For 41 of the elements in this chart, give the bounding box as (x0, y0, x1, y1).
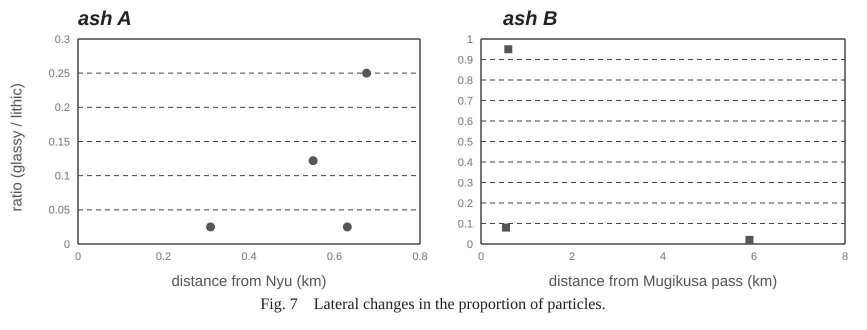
y-tick-label: 1 (466, 34, 473, 46)
y-tick-label: 0.25 (48, 68, 70, 80)
y-tick-label: 0.7 (458, 95, 473, 108)
y-axis-title: ratio (glassy / lithic) (8, 83, 26, 212)
x-tick-label: 0.2 (156, 250, 172, 263)
point (342, 222, 352, 232)
x-tick-label: 4 (660, 250, 666, 263)
point (362, 68, 372, 78)
y-tick-label: 0.3 (458, 177, 473, 190)
y-tick-label: 0 (466, 238, 473, 251)
point (308, 156, 318, 166)
chart-title: ash A (78, 8, 133, 30)
x-tick-label: 0.8 (412, 250, 428, 263)
y-tick-label: 0.15 (48, 136, 70, 148)
x-tick-label: 0.4 (241, 250, 257, 263)
x-tick-label: 0 (74, 250, 82, 263)
y-tick-label: 0.8 (458, 74, 473, 87)
y-tick-label: 0.3 (54, 34, 70, 46)
y-tick-label: 0.1 (458, 218, 473, 230)
x-tick-label: 0.6 (326, 250, 342, 263)
point (504, 45, 512, 54)
chart-title: ash B (503, 8, 558, 30)
y-tick-label: 0.1 (54, 170, 70, 183)
x-axis-title: distance from Nyu (km) (171, 273, 327, 290)
point (745, 236, 754, 244)
x-tick-label: 6 (750, 250, 758, 263)
y-tick-label: 0 (64, 238, 70, 251)
y-tick-label: 0.9 (458, 54, 473, 66)
y-tick-label: 0.2 (458, 198, 473, 210)
y-tick-label: 0.2 (54, 102, 70, 114)
caption: Fig. 7 Lateral changes in the proportion of particles. (259, 295, 607, 315)
y-tick-label: 0.5 (458, 136, 473, 148)
x-axis-title: distance from Mugikusa pass (km) (548, 273, 778, 290)
y-tick-label: 0.6 (458, 116, 473, 128)
x-tick-label: 0 (478, 250, 484, 263)
point (206, 222, 216, 232)
x-tick-label: 8 (842, 250, 848, 263)
x-tick-label: 2 (568, 250, 576, 263)
y-tick-label: 0.4 (458, 156, 473, 169)
y-tick-label: 0.05 (48, 204, 70, 217)
point (502, 224, 510, 232)
